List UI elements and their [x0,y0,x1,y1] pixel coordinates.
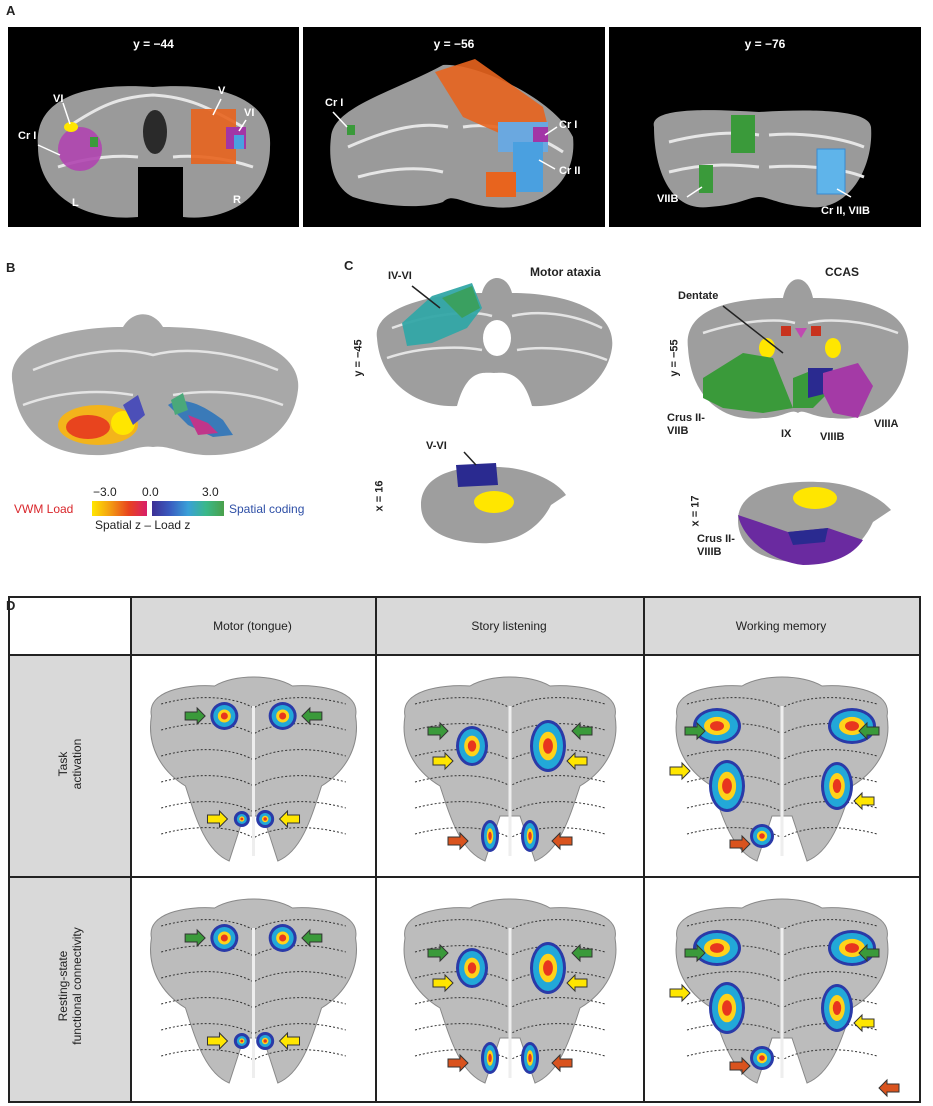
ccas-y-label: y = −55 [668,339,681,377]
label-iv-vi: IV-VI [388,270,412,282]
slice-image [330,59,574,208]
label-right: R [233,194,241,206]
slice-y-56: y = −56 Cr I Cr I Cr II [303,27,605,227]
panel-b-label: B [6,260,16,275]
label-viiia: VIIIA [874,418,899,430]
ccas-coronal-brain [687,279,909,419]
label-v: V [218,85,226,97]
panel-b-brain [11,314,299,456]
slice-title: y = −44 [133,37,174,51]
flatmap-1 [403,676,617,862]
label-cr-i-right: Cr I [559,119,578,131]
label-v-vi: V-VI [426,440,447,452]
motor-coronal-brain [376,278,613,407]
row-header-rest: Resting-state functional connectivity [10,876,130,1101]
label-left: L [72,197,79,209]
row-header-task: Task activation [10,654,130,876]
flatmap-5 [669,898,900,1098]
label-vi-left: VI [53,93,64,105]
spatial-coding-label: Spatial coding [229,502,305,516]
label-crus-ii-viiib: Crus II- VIIIB [697,533,735,558]
slice-image [37,86,271,218]
motor-sagittal-brain [421,451,566,544]
slice-y-76: y = −76 VIIB Cr II, VIIB [609,27,921,227]
label-cr-i-left: Cr I [325,97,344,109]
label-ix: IX [781,428,792,440]
label-dentate: Dentate [678,290,719,302]
ccas-title: CCAS [825,265,860,279]
label-viib: VIIB [657,193,679,205]
slice-y-44: y = −44 VI V VI Cr I L R [8,27,299,227]
motor-y-label: y = −45 [352,339,365,377]
label-viiib: VIIIB [820,431,845,443]
row-header-rest-text: Resting-state functional connectivity [56,927,84,1045]
flatmap-0 [150,676,357,862]
panel-d-label: D [6,598,16,613]
motor-ataxia-title: Motor ataxia [530,265,601,279]
colorbar-min: −3.0 [93,485,117,499]
flatmap-3 [150,898,357,1084]
colorbar-positive [152,501,224,516]
row-header-task-text: Task activation [56,738,84,790]
panel-c-label: C [344,258,354,273]
label-cr-ii: Cr II [559,165,581,177]
slice-image [653,110,872,208]
colorbar-max: 3.0 [202,485,219,499]
colorbar-mid: 0.0 [142,485,159,499]
flatmap-2 [669,676,889,862]
panel-d-grid: Motor (tongue) Story listening Working m… [8,596,921,1103]
vwm-load-label: VWM Load [14,502,74,516]
column-header-motor: Motor (tongue) [130,598,375,654]
label-vi-right: VI [244,107,255,119]
flatmap-layer [150,676,900,1098]
colorbar-axis-label: Spatial z – Load z [95,518,191,532]
ccas-x-label: x = 17 [689,495,702,527]
label-cr-ii-viib: Cr II, VIIB [821,205,870,217]
flatmap-4 [403,898,617,1084]
ccas-sagittal-brain [738,481,891,565]
slice-title: y = −76 [744,37,786,51]
colorbar-negative [92,501,147,516]
label-cr-i: Cr I [18,130,37,142]
column-header-wm: Working memory [643,598,919,654]
panel-a-label: A [6,3,16,18]
label-crus-ii-viib: Crus II- VIIB [667,412,705,437]
slice-title: y = −56 [433,37,475,51]
column-header-story: Story listening [375,598,643,654]
motor-x-label: x = 16 [373,480,386,512]
